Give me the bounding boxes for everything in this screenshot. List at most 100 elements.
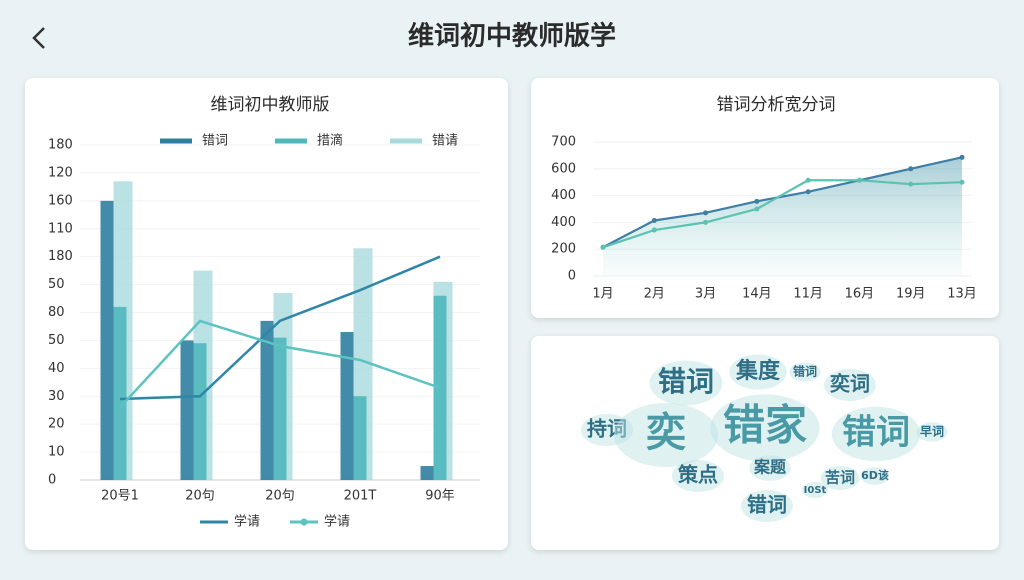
word: 6D该 [861, 468, 889, 482]
x-tick-label: 11月 [793, 287, 823, 302]
point [908, 166, 914, 172]
word-glow [789, 362, 821, 382]
word-glow [824, 369, 876, 401]
point [754, 206, 760, 212]
word-glow [802, 482, 828, 498]
word-glow [614, 403, 718, 467]
word: 错词 [842, 413, 910, 453]
word: 策点 [678, 463, 718, 487]
legend-dot [300, 518, 308, 526]
y-tick-label: 0 [568, 269, 576, 284]
word-glow [749, 455, 791, 481]
y-tick-label: 50 [48, 277, 65, 292]
y-tick-label: 200 [551, 242, 576, 257]
point [959, 179, 965, 185]
point [908, 181, 914, 187]
point [754, 198, 760, 204]
page-title: 维词初中教师版学 [408, 21, 616, 52]
y-tick-label: 80 [48, 305, 65, 320]
y-tick-label: 600 [551, 161, 576, 176]
point [703, 219, 709, 225]
bar [353, 396, 367, 480]
legend-label: 学请 [234, 514, 260, 530]
y-tick-label: 10 [48, 445, 65, 460]
y-tick-label: 700 [551, 135, 576, 150]
word-glow [710, 394, 820, 462]
y-tick-label: 160 [48, 193, 73, 208]
word: 早词 [920, 425, 944, 439]
legend-label: 措滴 [317, 133, 343, 149]
word-glow [820, 466, 860, 490]
word: 案题 [753, 458, 787, 477]
chart-title: 错词分析宽分词 [717, 95, 836, 115]
x-tick-label: 20号1 [101, 489, 139, 504]
bar [100, 200, 114, 481]
bar [340, 332, 354, 480]
x-tick-label: 20句 [265, 489, 295, 504]
word-glow [672, 460, 724, 492]
bar [193, 343, 207, 480]
bar [180, 340, 194, 480]
word: 错家 [723, 401, 807, 450]
y-tick-label: 50 [48, 333, 65, 348]
word-glow [860, 467, 890, 485]
card [25, 78, 508, 550]
word-glow [916, 422, 948, 442]
x-tick-label: 20句 [185, 489, 215, 504]
line [119, 319, 441, 409]
word: 错词 [793, 364, 817, 379]
line [602, 179, 963, 249]
word: 苦词 [825, 469, 855, 487]
word: I0St [804, 485, 827, 496]
word-glow [729, 354, 787, 390]
point [856, 177, 862, 183]
y-tick-label: 180 [48, 138, 73, 153]
y-tick-label: 180 [48, 249, 73, 264]
y-tick-label: 400 [551, 215, 576, 230]
point [651, 227, 657, 233]
x-tick-label: 201T [344, 489, 377, 504]
point [703, 210, 709, 216]
word-glow [649, 360, 723, 406]
bar [260, 320, 274, 480]
y-tick-label: 30 [48, 389, 65, 404]
bar [420, 466, 434, 480]
point [651, 217, 657, 223]
legend-label: 错请 [432, 134, 458, 149]
bar [113, 306, 127, 480]
word: 集度 [735, 358, 781, 384]
point [600, 244, 606, 250]
line [119, 255, 441, 401]
word: 奕词 [830, 372, 870, 396]
legend-label: 错词 [202, 134, 228, 149]
x-tick-label: 2月 [644, 287, 665, 302]
word: 错词 [747, 493, 787, 517]
chart-title: 维词初中教师版 [211, 95, 330, 115]
area [603, 157, 962, 276]
back-button[interactable] [32, 27, 45, 49]
word-glow [831, 406, 921, 462]
bar [273, 337, 287, 480]
point [805, 177, 811, 183]
x-tick-label: 13月 [947, 287, 977, 302]
point [959, 154, 965, 160]
x-tick-label: 90年 [425, 489, 455, 504]
x-tick-label: 1月 [592, 287, 613, 302]
x-tick-label: 16月 [845, 287, 875, 302]
y-tick-label: 40 [48, 361, 65, 376]
legend-label: 学请 [324, 514, 350, 530]
word: 错词 [658, 365, 714, 398]
y-tick-label: 20 [48, 417, 65, 432]
x-tick-label: 14月 [742, 287, 772, 302]
x-tick-label: 3月 [695, 287, 716, 302]
y-tick-label: 0 [48, 473, 56, 488]
point [805, 189, 811, 195]
word: 奕 [646, 410, 686, 456]
word-glow [741, 490, 793, 522]
line [602, 156, 963, 249]
y-tick-label: 110 [48, 221, 73, 236]
y-tick-label: 120 [48, 165, 73, 180]
x-tick-label: 19月 [896, 287, 926, 302]
y-tick-label: 400 [551, 188, 576, 203]
